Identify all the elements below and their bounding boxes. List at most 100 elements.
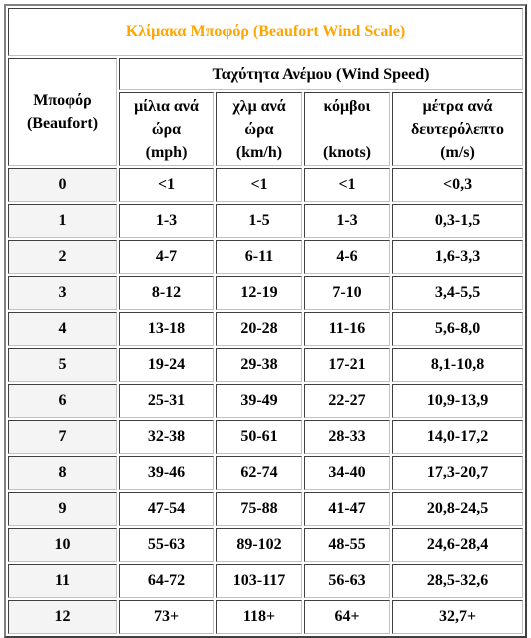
table-row: 3 8-12 12-19 7-10 3,4-5,5 bbox=[8, 276, 524, 310]
table-row: 4 13-18 20-28 11-16 5,6-8,0 bbox=[8, 312, 524, 346]
knots-cell: 22-27 bbox=[304, 384, 390, 418]
mph-cell: 25-31 bbox=[119, 384, 214, 418]
knots-cell: 34-40 bbox=[304, 456, 390, 490]
beaufort-table: Κλίμακα Μποφόρ (Beaufort Wind Scale) Μπο… bbox=[4, 4, 528, 638]
knots-cell: 17-21 bbox=[304, 348, 390, 382]
table-row: 12 73+ 118+ 64+ 32,7+ bbox=[8, 600, 524, 634]
ms-cell: 24,6-28,4 bbox=[392, 528, 524, 562]
table-title: Κλίμακα Μποφόρ (Beaufort Wind Scale) bbox=[8, 8, 524, 56]
knots-cell: 28-33 bbox=[304, 420, 390, 454]
mph-cell: 13-18 bbox=[119, 312, 214, 346]
beaufort-force-cell: 11 bbox=[8, 564, 117, 598]
knots-cell: 56-63 bbox=[304, 564, 390, 598]
knots-cell: <1 bbox=[304, 168, 390, 202]
table-row: 9 47-54 75-88 41-47 20,8-24,5 bbox=[8, 492, 524, 526]
ms-cell: 17,3-20,7 bbox=[392, 456, 524, 490]
ms-cell: 0,3-1,5 bbox=[392, 204, 524, 238]
beaufort-force-cell: 8 bbox=[8, 456, 117, 490]
ms-cell: <0,3 bbox=[392, 168, 524, 202]
unit-label-line: δευτερόλεπτο bbox=[410, 120, 505, 138]
ms-cell: 20,8-24,5 bbox=[392, 492, 524, 526]
unit-label-line: κόμβοι bbox=[323, 97, 371, 115]
mph-column-header: μίλια ανά ώρα (mph) bbox=[119, 92, 214, 166]
beaufort-force-cell: 7 bbox=[8, 420, 117, 454]
kmh-column-header: χλμ ανά ώρα (km/h) bbox=[216, 92, 302, 166]
beaufort-force-cell: 6 bbox=[8, 384, 117, 418]
beaufort-force-cell: 10 bbox=[8, 528, 117, 562]
unit-label-line bbox=[345, 121, 349, 138]
beaufort-force-cell: 5 bbox=[8, 348, 117, 382]
ms-column-header: μέτρα ανά δευτερόλεπτο (m/s) bbox=[392, 92, 524, 166]
ms-cell: 32,7+ bbox=[392, 600, 524, 634]
unit-label-line: μέτρα ανά bbox=[422, 97, 493, 115]
ms-cell: 3,4-5,5 bbox=[392, 276, 524, 310]
unit-abbreviation: (km/h) bbox=[235, 143, 283, 161]
ms-cell: 14,0-17,2 bbox=[392, 420, 524, 454]
table-row: 5 19-24 29-38 17-21 8,1-10,8 bbox=[8, 348, 524, 382]
ms-cell: 10,9-13,9 bbox=[392, 384, 524, 418]
table-row: 0 <1 <1 <1 <0,3 bbox=[8, 168, 524, 202]
mph-cell: 55-63 bbox=[119, 528, 214, 562]
mph-cell: 73+ bbox=[119, 600, 214, 634]
mph-cell: 19-24 bbox=[119, 348, 214, 382]
unit-label-line: μίλια ανά bbox=[134, 97, 199, 115]
unit-abbreviation: (m/s) bbox=[440, 143, 475, 161]
beaufort-force-cell: 3 bbox=[8, 276, 117, 310]
wind-speed-header: Ταχύτητα Ανέμου (Wind Speed) bbox=[119, 58, 524, 90]
kmh-cell: 6-11 bbox=[216, 240, 302, 274]
unit-label-line: ώρα bbox=[151, 120, 182, 138]
knots-cell: 41-47 bbox=[304, 492, 390, 526]
knots-column-header: κόμβοι (knots) bbox=[304, 92, 390, 166]
table-row: 7 32-38 50-61 28-33 14,0-17,2 bbox=[8, 420, 524, 454]
mph-cell: 1-3 bbox=[119, 204, 214, 238]
beaufort-force-cell: 2 bbox=[8, 240, 117, 274]
unit-abbreviation: (knots) bbox=[322, 143, 371, 161]
table-row: 2 4-7 6-11 4-6 1,6-3,3 bbox=[8, 240, 524, 274]
kmh-cell: 20-28 bbox=[216, 312, 302, 346]
mph-cell: 64-72 bbox=[119, 564, 214, 598]
beaufort-column-header: Μποφόρ (Beaufort) bbox=[8, 58, 117, 166]
kmh-cell: 62-74 bbox=[216, 456, 302, 490]
table-row: 10 55-63 89-102 48-55 24,6-28,4 bbox=[8, 528, 524, 562]
knots-cell: 4-6 bbox=[304, 240, 390, 274]
beaufort-header-english: (Beaufort) bbox=[26, 115, 99, 132]
kmh-cell: 75-88 bbox=[216, 492, 302, 526]
kmh-cell: 89-102 bbox=[216, 528, 302, 562]
mph-cell: <1 bbox=[119, 168, 214, 202]
kmh-cell: 12-19 bbox=[216, 276, 302, 310]
mph-cell: 39-46 bbox=[119, 456, 214, 490]
table-row: 11 64-72 103-117 56-63 28,5-32,6 bbox=[8, 564, 524, 598]
knots-cell: 1-3 bbox=[304, 204, 390, 238]
ms-cell: 8,1-10,8 bbox=[392, 348, 524, 382]
mph-cell: 32-38 bbox=[119, 420, 214, 454]
unit-label-line: ώρα bbox=[244, 120, 274, 138]
beaufort-force-cell: 1 bbox=[8, 204, 117, 238]
beaufort-force-cell: 4 bbox=[8, 312, 117, 346]
mph-cell: 8-12 bbox=[119, 276, 214, 310]
unit-label-line: χλμ ανά bbox=[232, 97, 286, 115]
kmh-cell: 39-49 bbox=[216, 384, 302, 418]
knots-cell: 7-10 bbox=[304, 276, 390, 310]
kmh-cell: 103-117 bbox=[216, 564, 302, 598]
table-row: 8 39-46 62-74 34-40 17,3-20,7 bbox=[8, 456, 524, 490]
unit-abbreviation: (mph) bbox=[145, 143, 188, 161]
table-row: 6 25-31 39-49 22-27 10,9-13,9 bbox=[8, 384, 524, 418]
kmh-cell: 50-61 bbox=[216, 420, 302, 454]
ms-cell: 28,5-32,6 bbox=[392, 564, 524, 598]
ms-cell: 1,6-3,3 bbox=[392, 240, 524, 274]
beaufort-force-cell: 12 bbox=[8, 600, 117, 634]
beaufort-header-greek: Μποφόρ bbox=[33, 92, 92, 109]
mph-cell: 4-7 bbox=[119, 240, 214, 274]
knots-cell: 11-16 bbox=[304, 312, 390, 346]
kmh-cell: 118+ bbox=[216, 600, 302, 634]
knots-cell: 64+ bbox=[304, 600, 390, 634]
beaufort-force-cell: 9 bbox=[8, 492, 117, 526]
table-row: 1 1-3 1-5 1-3 0,3-1,5 bbox=[8, 204, 524, 238]
kmh-cell: <1 bbox=[216, 168, 302, 202]
ms-cell: 5,6-8,0 bbox=[392, 312, 524, 346]
kmh-cell: 29-38 bbox=[216, 348, 302, 382]
mph-cell: 47-54 bbox=[119, 492, 214, 526]
beaufort-force-cell: 0 bbox=[8, 168, 117, 202]
knots-cell: 48-55 bbox=[304, 528, 390, 562]
kmh-cell: 1-5 bbox=[216, 204, 302, 238]
